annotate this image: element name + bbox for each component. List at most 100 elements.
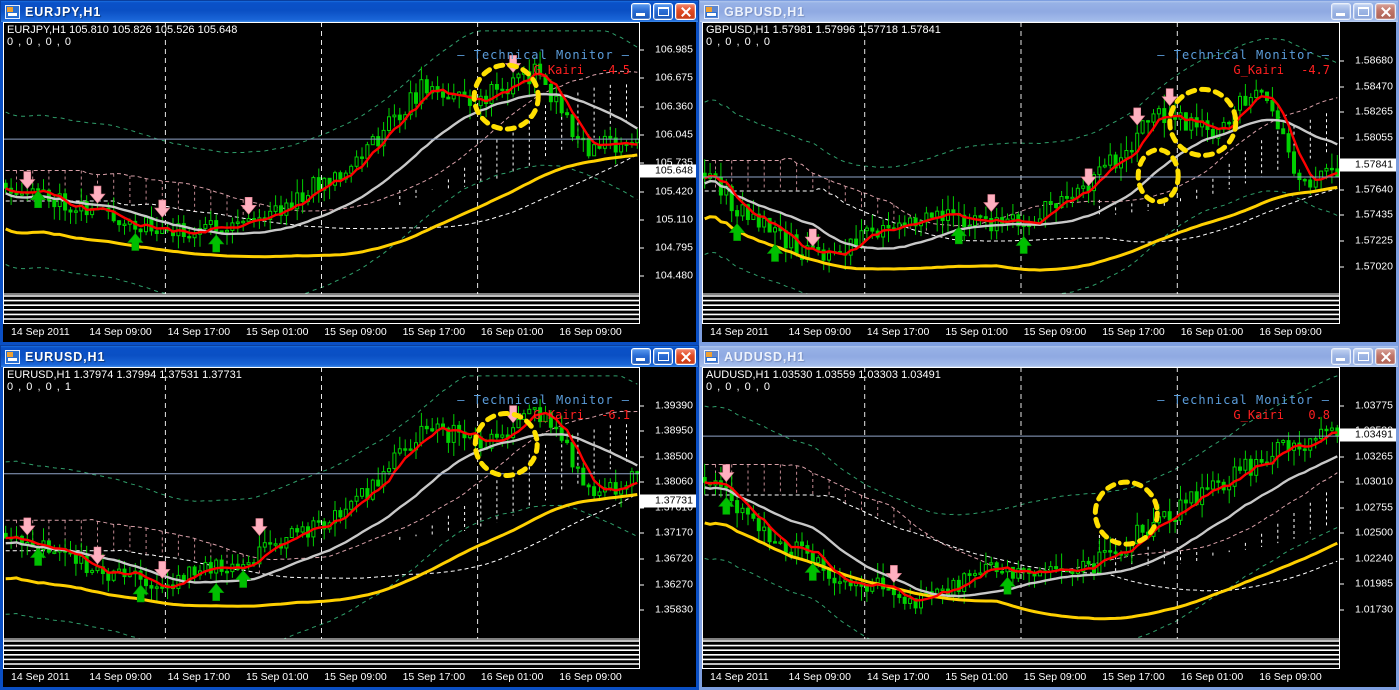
window-buttons	[1331, 348, 1396, 365]
price-label: 1.03010	[1355, 475, 1393, 488]
sell-signal-arrow-icon	[240, 197, 257, 215]
time-label: 15 Sep 01:00	[945, 326, 1008, 338]
quote-ohlc: AUDUSD,H1 1.03530 1.03559 1.03303 1.0349…	[706, 369, 941, 381]
price-tick	[1340, 214, 1344, 216]
chart-window-audusd[interactable]: AUDUSD,H1 AUDUSD,H1 1.03530 1.03559 1.033…	[699, 345, 1399, 690]
maximize-button[interactable]	[653, 348, 673, 365]
price-tick	[1340, 558, 1344, 560]
chart-canvas-eurjpy[interactable]: EURJPY,H1 105.810 105.826 105.526 105.64…	[3, 22, 696, 324]
maximize-button[interactable]	[1353, 348, 1373, 365]
time-axis-gbpusd[interactable]: 14 Sep 2011 14 Sep 09:00 14 Sep 17:00 15 Se…	[702, 324, 1396, 342]
buy-signal-arrow-icon	[235, 570, 252, 588]
sell-signal-arrow-icon	[983, 194, 1000, 212]
time-label: 16 Sep 01:00	[480, 326, 544, 338]
minimize-button[interactable]	[631, 3, 651, 20]
buy-signal-arrow-icon	[1015, 236, 1032, 254]
time-label: 16 Sep 01:00	[1180, 671, 1244, 683]
titlebar-eurusd[interactable]: EURUSD,H1	[0, 345, 699, 367]
price-tick	[1340, 189, 1344, 191]
buy-signal-arrow-icon	[804, 562, 821, 581]
chart-canvas-audusd[interactable]: AUDUSD,H1 1.03530 1.03559 1.03303 1.0349…	[702, 367, 1396, 669]
chart-window-gbpusd[interactable]: GBPUSD,H1 GBPUSD,H1 1.57981 1.57996 1.577…	[699, 0, 1399, 345]
time-label: 14 Sep 17:00	[167, 671, 231, 683]
titlebar-gbpusd[interactable]: GBPUSD,H1	[699, 0, 1399, 22]
time-label: 16 Sep 01:00	[1180, 326, 1244, 338]
price-tick	[640, 247, 644, 249]
chart-window-icon	[704, 4, 719, 19]
close-button[interactable]	[675, 3, 696, 20]
kairi-label: G_Kairi	[533, 63, 584, 77]
price-tick	[1340, 86, 1344, 88]
buy-signal-arrow-icon	[950, 226, 967, 245]
chart-window-eurusd[interactable]: EURUSD,H1 EURUSD,H1 1.37974 1.37994 1.375…	[0, 345, 699, 690]
price-axis-gbpusd[interactable]: 1.58680 1.58470 1.58265 1.58055 1.57841 1.576…	[1340, 22, 1396, 324]
sell-signal-arrow-icon	[1129, 107, 1146, 126]
kairi-value: 0.8	[1308, 408, 1330, 422]
time-label: 15 Sep 01:00	[246, 671, 309, 683]
chart-canvas-eurusd[interactable]: EURUSD,H1 1.37974 1.37994 1.37531 1.3773…	[3, 367, 696, 669]
price-axis-eurjpy[interactable]: 106.985 106.675 106.360 106.045 105.735 105.4…	[640, 22, 696, 324]
quote-ohlc: GBPUSD,H1 1.57981 1.57996 1.57718 1.5784…	[706, 24, 941, 36]
price-tick	[1340, 111, 1344, 113]
kairi-value: -6.1	[601, 408, 630, 422]
minimize-button[interactable]	[1331, 348, 1351, 365]
time-label: 16 Sep 01:00	[480, 671, 544, 683]
time-axis-eurjpy[interactable]: 14 Sep 2011 14 Sep 09:00 14 Sep 17:00 15 Se…	[3, 324, 696, 342]
quote-sub: 0 , 0 , 0 , 1	[7, 381, 72, 393]
time-label: 15 Sep 17:00	[402, 326, 466, 338]
price-label: 104.795	[655, 241, 693, 254]
technical-monitor-title: — Technical Monitor —	[1157, 393, 1330, 407]
chart-window-eurjpy[interactable]: EURJPY,H1 EURJPY,H1 105.810 105.826 105.5…	[0, 0, 699, 345]
price-tick	[1340, 405, 1344, 407]
price-label: 1.57435	[1355, 208, 1393, 221]
buy-signal-arrow-icon	[208, 234, 225, 253]
chart-frame: AUDUSD,H1 1.03530 1.03559 1.03303 1.0349…	[699, 367, 1399, 690]
price-label: 1.03265	[1355, 450, 1393, 463]
minimize-button[interactable]	[631, 348, 651, 365]
window-buttons	[631, 348, 696, 365]
close-button[interactable]	[675, 348, 696, 365]
titlebar-eurjpy[interactable]: EURJPY,H1	[0, 0, 699, 22]
buy-signal-arrow-icon	[718, 496, 735, 515]
kairi-row: G_Kairi 0.8	[1157, 408, 1330, 423]
price-label: 1.58265	[1355, 105, 1393, 118]
price-label: 1.01730	[1355, 603, 1393, 616]
price-label: 1.38500	[655, 450, 693, 463]
price-tick	[640, 219, 644, 220]
sell-signal-arrow-icon	[1080, 168, 1097, 187]
close-button[interactable]	[1375, 3, 1396, 20]
price-label: 106.985	[655, 43, 693, 56]
minimize-button[interactable]	[1331, 3, 1351, 20]
sell-signal-arrow-icon	[804, 228, 821, 247]
chart-window-icon	[704, 349, 719, 364]
price-label: 1.02240	[1355, 552, 1393, 565]
price-tick	[1340, 60, 1344, 62]
maximize-button[interactable]	[1353, 3, 1373, 20]
time-label: 14 Sep 2011	[11, 671, 70, 683]
price-label: 104.480	[655, 269, 693, 282]
price-label: 1.36720	[655, 552, 693, 565]
kairi-row: G_Kairi -4.7	[1157, 63, 1330, 78]
time-label: 14 Sep 09:00	[89, 671, 152, 683]
window-title: EURUSD,H1	[25, 349, 106, 364]
quote-readout: EURUSD,H1 1.37974 1.37994 1.37531 1.3773…	[7, 369, 242, 393]
time-label: 16 Sep 09:00	[559, 671, 622, 683]
maximize-button[interactable]	[653, 3, 673, 20]
sell-signal-arrow-icon	[89, 546, 106, 565]
buy-signal-arrow-icon	[29, 190, 47, 208]
price-label: 106.360	[655, 100, 693, 112]
price-axis-eurusd[interactable]: 1.393901.389501.385001.380601.376101.371…	[640, 367, 696, 669]
quote-ohlc: EURJPY,H1 105.810 105.826 105.526 105.64…	[7, 24, 238, 36]
titlebar-audusd[interactable]: AUDUSD,H1	[699, 345, 1399, 367]
buy-signal-arrow-icon	[728, 223, 746, 241]
time-label: 14 Sep 09:00	[788, 326, 851, 338]
highlight-circle-1	[1092, 479, 1160, 547]
price-label: 1.35830	[655, 603, 693, 616]
time-label: 15 Sep 17:00	[402, 671, 466, 683]
time-axis-audusd[interactable]: 14 Sep 2011 14 Sep 09:00 14 Sep 17:00 15 Se…	[702, 669, 1396, 687]
price-axis-audusd[interactable]: 1.037751.035301.032651.030101.027551.025…	[1340, 367, 1396, 669]
close-button[interactable]	[1375, 348, 1396, 365]
time-axis-eurusd[interactable]: 14 Sep 2011 14 Sep 09:00 14 Sep 17:00 15 Se…	[3, 669, 696, 687]
chart-canvas-gbpusd[interactable]: GBPUSD,H1 1.57981 1.57996 1.57718 1.5784…	[702, 22, 1396, 324]
price-tick	[1340, 481, 1344, 483]
